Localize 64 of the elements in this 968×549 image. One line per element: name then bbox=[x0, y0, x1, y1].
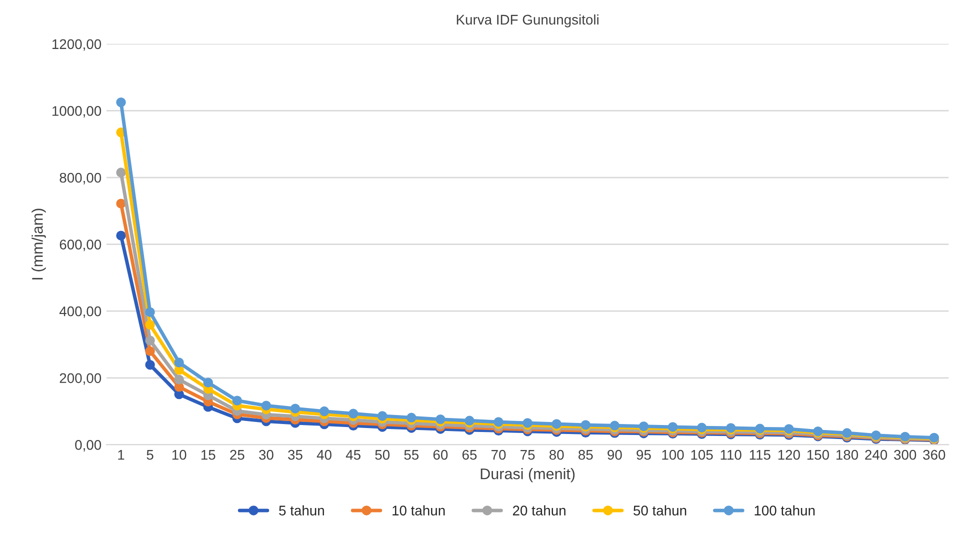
x-tick-label: 50 bbox=[375, 450, 390, 460]
point bbox=[145, 346, 155, 356]
point bbox=[203, 378, 213, 388]
x-tick-label: 25 bbox=[230, 450, 244, 460]
y-tick-label: 200,00 bbox=[60, 373, 102, 385]
x-tick-label: 300 bbox=[894, 450, 916, 460]
x-tick-label: 15 bbox=[201, 450, 216, 460]
x-tick-label: 115 bbox=[750, 450, 770, 460]
x-tick-label: 150 bbox=[807, 450, 830, 460]
y-tick-label: 1200,00 bbox=[52, 39, 102, 51]
point bbox=[145, 307, 155, 317]
x-tick-label: 80 bbox=[549, 450, 564, 460]
point bbox=[436, 414, 446, 424]
point bbox=[290, 404, 300, 414]
point bbox=[116, 168, 126, 178]
legend-label: 10 tahun bbox=[392, 505, 445, 516]
point bbox=[145, 336, 155, 346]
point bbox=[116, 230, 126, 240]
point bbox=[116, 198, 126, 208]
point bbox=[116, 98, 126, 108]
point bbox=[406, 412, 416, 422]
chart-title: Kurva IDF Gunungsitoli bbox=[456, 14, 598, 28]
point bbox=[145, 360, 155, 370]
x-tick-label: 100 bbox=[662, 450, 684, 460]
x-tick-label: 90 bbox=[608, 450, 622, 460]
y-tick-label: 1000,00 bbox=[52, 106, 102, 118]
x-tick-label: 40 bbox=[316, 450, 332, 460]
legend-label: 50 tahun bbox=[634, 505, 686, 516]
x-tick-label: 55 bbox=[404, 450, 419, 460]
y-tick-label: 400,00 bbox=[59, 306, 102, 318]
x-tick-label: 5 bbox=[146, 450, 154, 460]
point bbox=[232, 396, 242, 406]
x-tick-label: 105 bbox=[691, 450, 713, 460]
point bbox=[261, 400, 272, 410]
point bbox=[378, 411, 388, 421]
point bbox=[319, 406, 330, 416]
y-axis-title: I (mm/jam) bbox=[32, 208, 46, 280]
x-tick-label: 35 bbox=[288, 450, 302, 460]
legend-label: 100 tahun bbox=[754, 505, 815, 516]
x-tick-label: 45 bbox=[346, 450, 360, 460]
x-tick-label: 85 bbox=[578, 450, 593, 460]
point bbox=[174, 358, 184, 368]
x-tick-label: 240 bbox=[865, 450, 888, 460]
x-tick-label: 360 bbox=[923, 450, 946, 460]
legend-label: 5 tahun bbox=[279, 505, 324, 516]
x-tick-label: 95 bbox=[636, 450, 651, 460]
point bbox=[174, 374, 184, 384]
x-tick-label: 75 bbox=[520, 450, 535, 460]
x-tick-label: 1 bbox=[118, 450, 124, 460]
x-tick-label: 70 bbox=[492, 450, 506, 460]
x-tick-label: 30 bbox=[259, 450, 274, 460]
x-tick-label: 60 bbox=[433, 450, 448, 460]
point bbox=[145, 320, 155, 330]
y-tick-label: 800,00 bbox=[60, 172, 102, 184]
x-axis-title: Durasi (menit) bbox=[480, 468, 575, 482]
x-tick-label: 180 bbox=[836, 450, 858, 460]
x-tick-label: 120 bbox=[778, 450, 800, 460]
y-tick-label: 0,00 bbox=[75, 440, 102, 452]
legend-label: 20 tahun bbox=[512, 505, 566, 516]
x-tick-label: 10 bbox=[172, 450, 186, 460]
point bbox=[348, 408, 358, 418]
x-tick-label: 110 bbox=[720, 450, 742, 460]
y-tick-label: 600,00 bbox=[60, 240, 102, 252]
x-tick-label: 65 bbox=[462, 450, 477, 460]
